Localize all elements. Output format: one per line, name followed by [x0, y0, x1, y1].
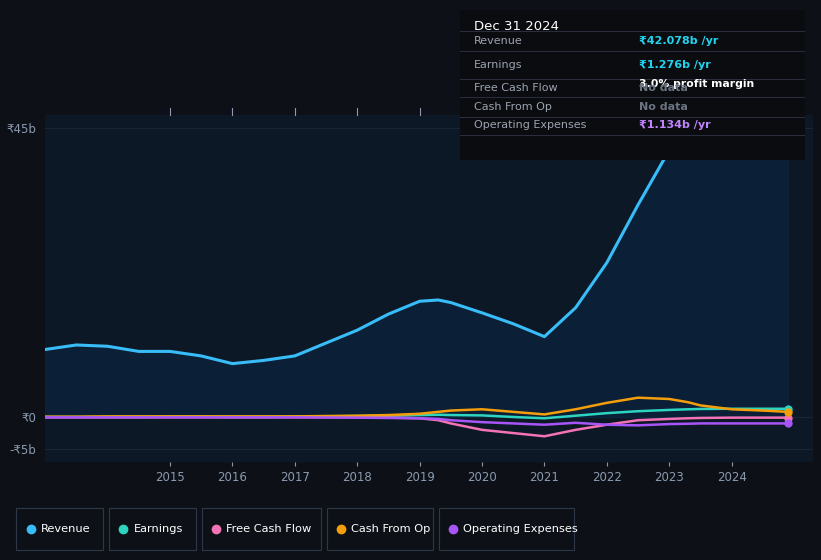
Text: No data: No data — [640, 102, 688, 112]
Text: ₹42.078b /yr: ₹42.078b /yr — [640, 36, 718, 46]
Text: No data: No data — [640, 83, 688, 93]
Text: Free Cash Flow: Free Cash Flow — [227, 524, 312, 534]
Text: Operating Expenses: Operating Expenses — [463, 524, 578, 534]
Text: Cash From Op: Cash From Op — [351, 524, 431, 534]
Text: Earnings: Earnings — [134, 524, 183, 534]
Text: Revenue: Revenue — [474, 36, 522, 46]
Text: ₹1.134b /yr: ₹1.134b /yr — [640, 120, 711, 130]
Text: Earnings: Earnings — [474, 60, 522, 70]
Text: Free Cash Flow: Free Cash Flow — [474, 83, 557, 93]
Text: ₹1.276b /yr: ₹1.276b /yr — [640, 60, 711, 70]
Text: Cash From Op: Cash From Op — [474, 102, 552, 112]
Text: Operating Expenses: Operating Expenses — [474, 120, 586, 130]
Text: Dec 31 2024: Dec 31 2024 — [474, 21, 559, 34]
Text: Revenue: Revenue — [41, 524, 90, 534]
Text: 3.0% profit margin: 3.0% profit margin — [640, 80, 754, 89]
